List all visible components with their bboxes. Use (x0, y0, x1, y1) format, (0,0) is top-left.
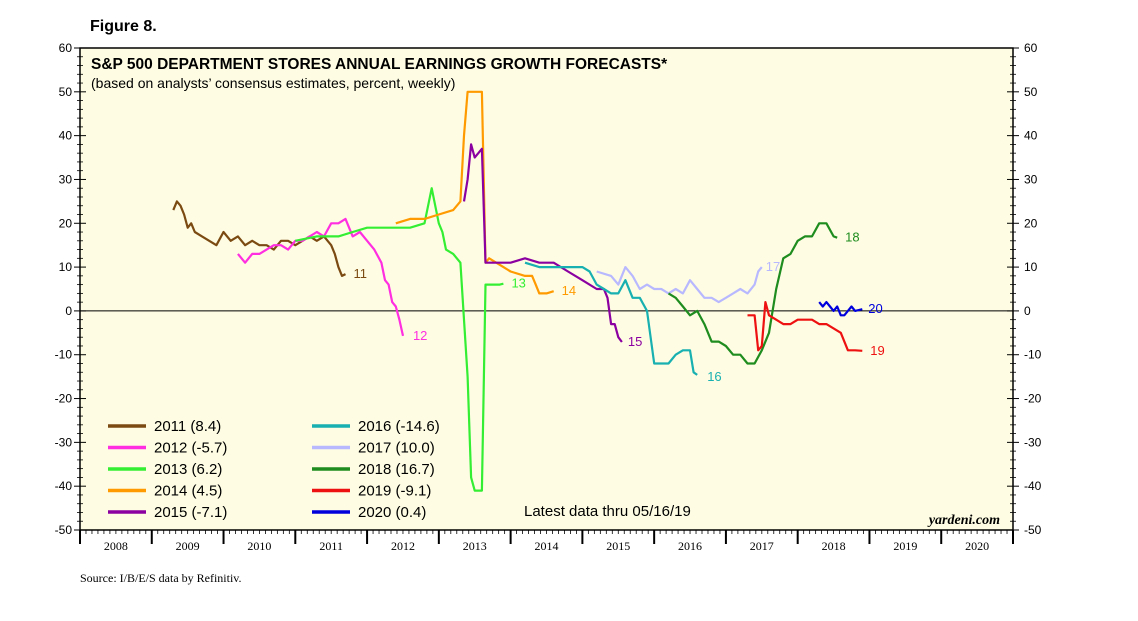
legend-label: 2016 (-14.6) (358, 418, 440, 435)
x-tick-label: 2008 (104, 539, 128, 553)
x-tick-label: 2016 (678, 539, 702, 553)
x-tick-label: 2019 (893, 539, 917, 553)
y-tick-label-left: 0 (65, 304, 72, 318)
x-tick-label: 2012 (391, 539, 415, 553)
series-line-19 (747, 301, 863, 352)
legend-label: 2017 (10.0) (358, 440, 435, 457)
y-tick-label-right: 0 (1024, 304, 1031, 318)
series-end-label-20: 20 (868, 301, 882, 316)
y-tick-label-right: 50 (1024, 85, 1038, 99)
y-tick-label-left: -10 (55, 348, 73, 362)
y-tick-label-left: 30 (59, 172, 73, 186)
series-end-label-19: 19 (870, 343, 884, 358)
series-line-15 (462, 143, 623, 343)
chart-subtitle: (based on analysts’ consensus estimates,… (91, 75, 455, 91)
x-tick-label: 2011 (319, 539, 343, 553)
latest-data-note: Latest data thru 05/16/19 (524, 503, 691, 520)
y-tick-label-left: 50 (59, 85, 73, 99)
series-line-13 (295, 187, 504, 492)
legend: 2011 (8.4) 2012 (-5.7) 2013 (6.2) 2014 (4.5… (108, 418, 440, 521)
legend-label: 2014 (4.5) (154, 483, 222, 500)
figure-label: Figure 8. (90, 18, 157, 35)
source-note: Source: I/B/E/S data by Refinitiv. (80, 571, 242, 585)
series-end-label-13: 13 (511, 276, 525, 291)
series-end-label-11: 11 (354, 266, 368, 281)
series-line-17 (596, 266, 763, 304)
series-line-12 (237, 217, 405, 337)
legend-label: 2015 (-7.1) (154, 504, 227, 521)
y-tick-label-right: 10 (1024, 260, 1038, 274)
series-layer: 11 12 13 14 15 16 17 18 19 20 (172, 90, 885, 492)
legend-label: 2012 (-5.7) (154, 440, 227, 457)
y-tick-label-left: -40 (55, 479, 73, 493)
y-tick-label-right: -30 (1024, 435, 1042, 449)
y-tick-label-right: 20 (1024, 216, 1038, 230)
yardeni-watermark: yardeni.com (927, 513, 1000, 528)
legend-label: 2019 (-9.1) (358, 483, 431, 500)
y-tick-label-right: -50 (1024, 523, 1042, 537)
y-tick-label-left: 20 (59, 216, 73, 230)
series-end-label-14: 14 (562, 283, 576, 298)
y-tick-label-right: 40 (1024, 129, 1038, 143)
x-tick-label: 2017 (750, 539, 774, 553)
x-tick-label: 2020 (965, 539, 989, 553)
x-tick-label: 2018 (822, 539, 846, 553)
y-tick-label-left: 40 (59, 129, 73, 143)
legend-label: 2011 (8.4) (154, 418, 221, 435)
series-line-20 (818, 301, 863, 317)
x-tick-label: 2013 (463, 539, 487, 553)
y-tick-label-left: 60 (59, 41, 73, 55)
legend-label: 2020 (0.4) (358, 504, 426, 521)
series-end-label-16: 16 (707, 369, 721, 384)
series-end-label-18: 18 (845, 230, 859, 245)
x-tick-label: 2010 (247, 539, 271, 553)
y-tick-label-right: 30 (1024, 172, 1038, 186)
series-line-16 (524, 261, 698, 376)
y-tick-label-left: -20 (55, 392, 73, 406)
y-tick-label-right: -20 (1024, 392, 1042, 406)
x-tick-label: 2009 (176, 539, 200, 553)
series-line-11 (172, 200, 347, 277)
series-end-label-15: 15 (628, 334, 642, 349)
y-tick-label-right: -40 (1024, 479, 1042, 493)
x-tick-label: 2014 (535, 539, 559, 553)
legend-label: 2013 (6.2) (154, 461, 222, 478)
series-end-label-12: 12 (413, 328, 427, 343)
x-tick-label: 2015 (606, 539, 630, 553)
legend-label: 2018 (16.7) (358, 461, 435, 478)
y-tick-label-left: -30 (55, 435, 73, 449)
series-end-label-17: 17 (766, 259, 780, 274)
y-tick-label-left: 10 (59, 260, 73, 274)
chart-title: S&P 500 DEPARTMENT STORES ANNUAL EARNING… (91, 56, 668, 73)
y-tick-label-right: 60 (1024, 41, 1038, 55)
plot-background (79, 47, 1014, 531)
y-tick-label-right: -10 (1024, 348, 1042, 362)
series-line-18 (667, 222, 838, 365)
y-tick-label-left: -50 (55, 523, 73, 537)
